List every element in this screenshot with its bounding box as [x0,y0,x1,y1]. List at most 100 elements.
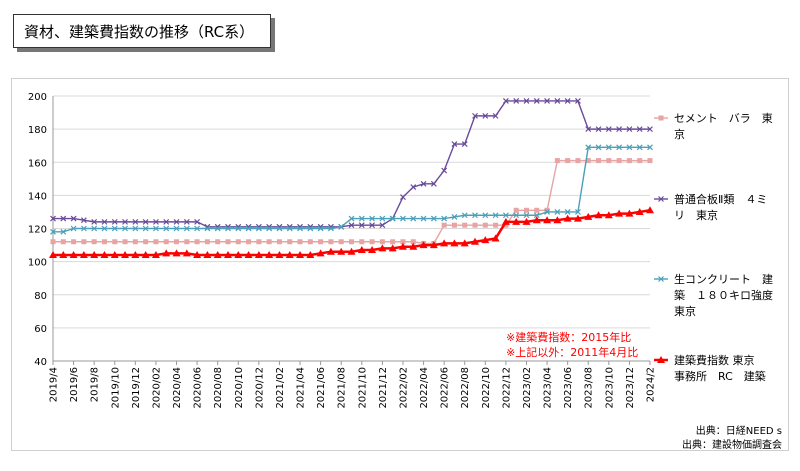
series-1-point [441,167,448,174]
series-0-point [132,239,138,245]
x-tick-label: 2020/12 [254,367,265,409]
series-2-point [122,225,128,232]
series-2-point [142,225,149,232]
series-3-point [573,214,582,222]
series-0-point [513,207,519,213]
x-tick-label: 2019/4 [49,367,60,402]
series-2-point [80,225,87,232]
series-2-point [60,228,67,235]
series-0-point [174,239,180,245]
series-2-point [636,144,643,151]
series-2-point [400,215,406,222]
series-3-point [254,251,263,258]
legend-label-2: 生コンクリート 建 [674,272,773,286]
series-line-0 [53,159,650,245]
series-2-point [214,225,221,232]
legend-label-1: 普通合板Ⅱ類 ４ミ [674,192,767,206]
series-1-point [122,218,128,225]
series-2-point [585,144,592,151]
x-tick-label: 2022/12 [501,367,512,409]
x-tick-label: 2020/10 [234,367,245,409]
series-1-point [369,222,376,229]
series-3-point [234,251,243,258]
series-1-point [379,222,386,229]
series-0-point [534,207,540,213]
y-tick-label: 80 [34,291,47,302]
series-2-point [163,225,170,232]
series-1-point [183,218,190,225]
series-3-point [347,247,356,255]
series-1-point [194,218,201,225]
series-0-point [246,239,252,245]
series-3-point [306,251,315,258]
legend-label-3: 事務所 RC 建築 [674,369,766,383]
series-0-point [101,239,107,245]
series-2-point [204,225,211,232]
series-1-point [482,112,489,119]
source-line-1: 出典：日経NEED s [695,426,782,437]
series-2-point [461,212,468,219]
series-2-point [286,225,293,232]
y-tick-label: 100 [28,258,47,269]
series-0-point [225,239,231,245]
series-3-point [182,249,191,257]
series-3-point [275,251,284,258]
series-0-point [400,239,406,245]
series-3-point [69,251,78,258]
series-0-point [349,239,354,245]
series-2-point [492,212,499,219]
series-1-point [461,141,468,147]
series-0-point [50,239,56,245]
series-3-point [563,214,572,222]
x-tick-label: 2022/06 [440,367,451,409]
series-1-point [142,218,149,225]
series-2-point [626,144,633,151]
series-3-point [285,251,294,258]
series-2-point [317,225,324,232]
series-2-point [523,212,530,219]
x-tick-label: 2021/06 [316,367,327,409]
series-0-point [143,239,149,245]
series-0-point [215,239,221,245]
series-0-point [544,207,550,213]
legend-label-3: 建築費指数 東京 [674,353,755,367]
series-1-point [647,126,653,133]
series-1-point [163,218,170,225]
series-0-point [359,239,365,245]
series-1-point [605,126,612,133]
series-0-point [554,158,560,164]
legend-label-2: 築 １８０キロ強度 [674,288,773,302]
y-tick-label: 160 [28,158,47,169]
series-2-point [101,225,108,232]
series-0-point [266,239,272,245]
series-2-point [327,225,334,232]
series-0-point [369,239,375,245]
series-1-point [111,218,118,225]
series-0-point [91,239,97,245]
series-2-point [255,225,262,232]
series-3-point [378,244,387,252]
x-tick-label: 2023/02 [522,367,533,409]
series-0-point [410,239,416,245]
series-0-point [616,158,622,164]
series-2-point [420,215,427,222]
series-2-point [358,215,365,222]
series-0-point [626,158,632,164]
series-1-point [400,194,406,200]
series-3-point [110,251,119,258]
series-0-point [184,239,190,245]
series-2-point [379,215,386,222]
x-tick-label: 2021/10 [357,367,368,409]
series-3-point [594,211,603,219]
x-tick-label: 2023/04 [543,367,554,409]
series-2-point [70,225,77,232]
series-2-point [595,144,602,151]
legend-swatch-marker-3 [657,356,665,363]
series-0-point [112,239,118,245]
y-tick-label: 40 [34,357,47,368]
x-tick-label: 2023/10 [604,367,615,409]
series-3-point [646,206,654,214]
legend-swatch-marker-0 [658,115,664,121]
series-3-point [49,251,57,258]
series-3-point [296,251,305,258]
